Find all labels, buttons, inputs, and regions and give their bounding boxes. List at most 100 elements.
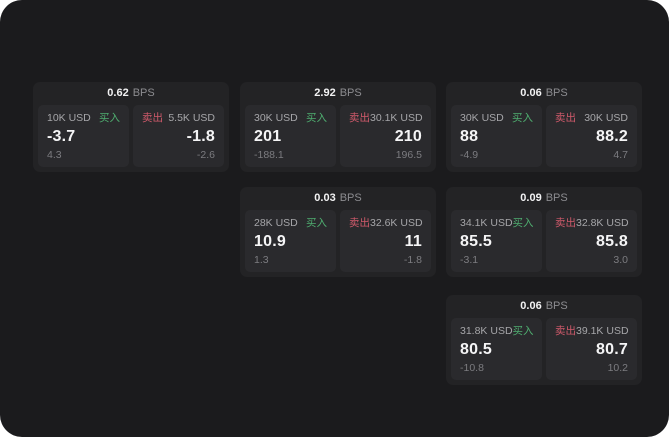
buy-panel[interactable]: 10K USD 买入 -3.7 4.3: [38, 105, 129, 167]
bps-unit-label: BPS: [339, 87, 362, 99]
sell-amount: 32.6K USD: [370, 217, 423, 229]
buy-amount: 34.1K USD: [460, 217, 513, 229]
buy-panel-top: 10K USD 买入: [47, 113, 120, 124]
sell-panel[interactable]: 卖出 32.6K USD 11 -1.8: [340, 210, 431, 272]
quote-card-1: 0.62 BPS 10K USD 买入 -3.7 4.3 卖出 5.5K USD: [33, 82, 229, 172]
buy-panel-top: 34.1K USD 买入: [460, 217, 534, 229]
sell-sub-value: 4.7: [613, 148, 628, 161]
buy-sub-value: -10.8: [460, 361, 484, 374]
bps-value: 0.09: [520, 192, 542, 204]
sell-amount: 39.1K USD: [576, 325, 629, 337]
quote-card-body: 10K USD 买入 -3.7 4.3 卖出 5.5K USD -1.8 -2.…: [33, 105, 229, 172]
buy-panel[interactable]: 28K USD 买入 10.9 1.3: [245, 210, 336, 272]
sell-panel-top: 卖出 32.8K USD: [555, 217, 629, 229]
quote-card-6: 0.06 BPS 31.8K USD 买入 80.5 -10.8 卖出 39.1…: [446, 295, 642, 385]
quote-card-body: 31.8K USD 买入 80.5 -10.8 卖出 39.1K USD 80.…: [446, 318, 642, 385]
sell-side-label: 卖出: [142, 112, 163, 124]
buy-amount: 30K USD: [460, 112, 504, 124]
sell-panel[interactable]: 卖出 32.8K USD 85.8 3.0: [546, 210, 637, 272]
sell-sub-value: -2.6: [196, 148, 215, 161]
buy-price: 88: [460, 127, 479, 145]
bps-unit-label: BPS: [339, 192, 362, 204]
buy-side-label: 买入: [99, 112, 120, 124]
quote-card-3: 0.06 BPS 30K USD 买入 88 -4.9 卖出 30K USD: [446, 82, 642, 172]
sell-price: 210: [394, 127, 422, 145]
buy-panel[interactable]: 31.8K USD 买入 80.5 -10.8: [451, 318, 542, 380]
buy-sub-value: 1.3: [254, 253, 269, 266]
bps-unit-label: BPS: [545, 87, 568, 99]
sell-side-label: 卖出: [555, 112, 576, 124]
buy-panel-top: 30K USD 买入: [254, 113, 327, 124]
quote-card-2: 2.92 BPS 30K USD 买入 201 -188.1 卖出 30.1K …: [240, 82, 436, 172]
sell-amount: 30.1K USD: [370, 112, 423, 124]
sell-amount: 32.8K USD: [576, 217, 629, 229]
sell-price: 11: [404, 232, 422, 250]
sell-price: -1.8: [186, 127, 215, 145]
bps-unit-label: BPS: [545, 192, 568, 204]
bps-header: 0.62 BPS: [33, 82, 229, 105]
buy-panel[interactable]: 34.1K USD 买入 85.5 -3.1: [451, 210, 542, 272]
buy-price: 10.9: [254, 232, 286, 250]
sell-panel[interactable]: 卖出 30.1K USD 210 196.5: [340, 105, 431, 167]
sell-panel-top: 卖出 5.5K USD: [142, 113, 215, 124]
sell-price: 88.2: [596, 127, 628, 145]
buy-panel-top: 28K USD 买入: [254, 218, 327, 229]
buy-sub-value: -4.9: [460, 148, 479, 161]
bps-value: 2.92: [314, 87, 336, 99]
sell-panel[interactable]: 卖出 5.5K USD -1.8 -2.6: [133, 105, 224, 167]
sell-price: 80.7: [596, 340, 628, 358]
buy-panel[interactable]: 30K USD 买入 201 -188.1: [245, 105, 336, 167]
buy-amount: 28K USD: [254, 217, 298, 229]
quote-card-4: 0.03 BPS 28K USD 买入 10.9 1.3 卖出 32.6K US…: [240, 187, 436, 277]
bps-value: 0.06: [520, 87, 542, 99]
buy-price: 85.5: [460, 232, 492, 250]
buy-sub-value: 4.3: [47, 148, 62, 161]
quote-card-body: 30K USD 买入 88 -4.9 卖出 30K USD 88.2 4.7: [446, 105, 642, 172]
sell-panel-top: 卖出 30.1K USD: [349, 112, 423, 124]
buy-sub-value: -188.1: [254, 148, 284, 161]
bps-header: 0.03 BPS: [240, 187, 436, 210]
buy-price: 201: [254, 127, 282, 145]
sell-panel-top: 卖出 32.6K USD: [349, 217, 423, 229]
buy-side-label: 买入: [306, 217, 327, 229]
sell-side-label: 卖出: [555, 325, 576, 337]
bps-value: 0.62: [107, 87, 129, 99]
sell-panel[interactable]: 卖出 30K USD 88.2 4.7: [546, 105, 637, 167]
quote-card-body: 28K USD 买入 10.9 1.3 卖出 32.6K USD 11 -1.8: [240, 210, 436, 277]
buy-price: -3.7: [47, 127, 76, 145]
sell-amount: 5.5K USD: [168, 112, 215, 124]
sell-price: 85.8: [596, 232, 628, 250]
bps-unit-label: BPS: [545, 300, 568, 312]
bps-header: 0.06 BPS: [446, 295, 642, 318]
bps-value: 0.03: [314, 192, 336, 204]
quote-card-body: 30K USD 买入 201 -188.1 卖出 30.1K USD 210 1…: [240, 105, 436, 172]
buy-amount: 10K USD: [47, 112, 91, 124]
quote-card-body: 34.1K USD 买入 85.5 -3.1 卖出 32.8K USD 85.8…: [446, 210, 642, 277]
sell-sub-value: 10.2: [607, 361, 628, 374]
buy-side-label: 买入: [306, 112, 327, 124]
buy-side-label: 买入: [512, 112, 533, 124]
buy-price: 80.5: [460, 340, 492, 358]
quote-card-5: 0.09 BPS 34.1K USD 买入 85.5 -3.1 卖出 32.8K…: [446, 187, 642, 277]
bps-value: 0.06: [520, 300, 542, 312]
sell-sub-value: -1.8: [403, 253, 422, 266]
buy-panel-top: 31.8K USD 买入: [460, 325, 534, 337]
sell-panel-top: 卖出 39.1K USD: [555, 325, 629, 337]
sell-side-label: 卖出: [555, 217, 576, 229]
sell-side-label: 卖出: [349, 112, 370, 124]
bps-header: 0.06 BPS: [446, 82, 642, 105]
sell-sub-value: 196.5: [395, 148, 422, 161]
sell-panel-top: 卖出 30K USD: [555, 113, 628, 124]
buy-side-label: 买入: [512, 325, 534, 337]
sell-sub-value: 3.0: [613, 253, 628, 266]
buy-amount: 30K USD: [254, 112, 298, 124]
buy-side-label: 买入: [512, 217, 534, 229]
buy-sub-value: -3.1: [460, 253, 479, 266]
buy-panel[interactable]: 30K USD 买入 88 -4.9: [451, 105, 542, 167]
sell-side-label: 卖出: [349, 217, 370, 229]
sell-amount: 30K USD: [584, 112, 628, 124]
buy-amount: 31.8K USD: [460, 325, 513, 337]
sell-panel[interactable]: 卖出 39.1K USD 80.7 10.2: [546, 318, 637, 380]
